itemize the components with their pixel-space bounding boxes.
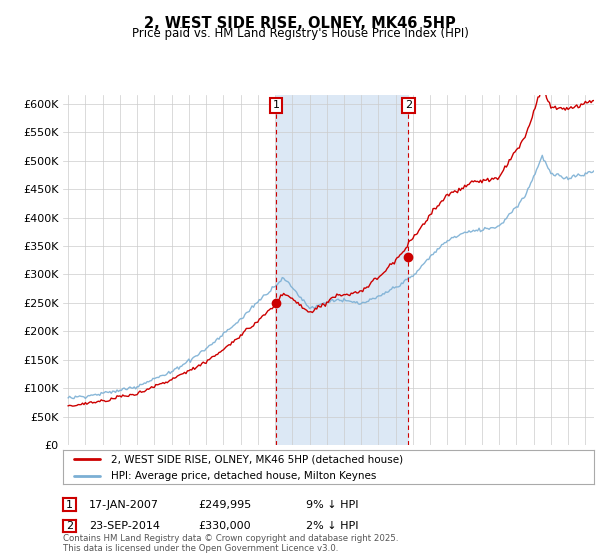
Text: 23-SEP-2014: 23-SEP-2014 xyxy=(89,521,160,531)
Bar xyxy=(276,95,409,445)
Text: 2: 2 xyxy=(405,100,412,110)
Text: HPI: Average price, detached house, Milton Keynes: HPI: Average price, detached house, Milt… xyxy=(111,471,376,480)
Text: Price paid vs. HM Land Registry's House Price Index (HPI): Price paid vs. HM Land Registry's House … xyxy=(131,27,469,40)
Text: 2, WEST SIDE RISE, OLNEY, MK46 5HP (detached house): 2, WEST SIDE RISE, OLNEY, MK46 5HP (deta… xyxy=(111,454,403,464)
Text: Contains HM Land Registry data © Crown copyright and database right 2025.
This d: Contains HM Land Registry data © Crown c… xyxy=(63,534,398,553)
Text: 9% ↓ HPI: 9% ↓ HPI xyxy=(306,500,359,510)
Text: 2: 2 xyxy=(66,521,73,531)
Text: £330,000: £330,000 xyxy=(198,521,251,531)
Text: 2, WEST SIDE RISE, OLNEY, MK46 5HP: 2, WEST SIDE RISE, OLNEY, MK46 5HP xyxy=(144,16,456,31)
Text: 2% ↓ HPI: 2% ↓ HPI xyxy=(306,521,359,531)
Text: 17-JAN-2007: 17-JAN-2007 xyxy=(89,500,159,510)
Text: 1: 1 xyxy=(272,100,280,110)
Text: £249,995: £249,995 xyxy=(198,500,251,510)
Text: 1: 1 xyxy=(66,500,73,510)
